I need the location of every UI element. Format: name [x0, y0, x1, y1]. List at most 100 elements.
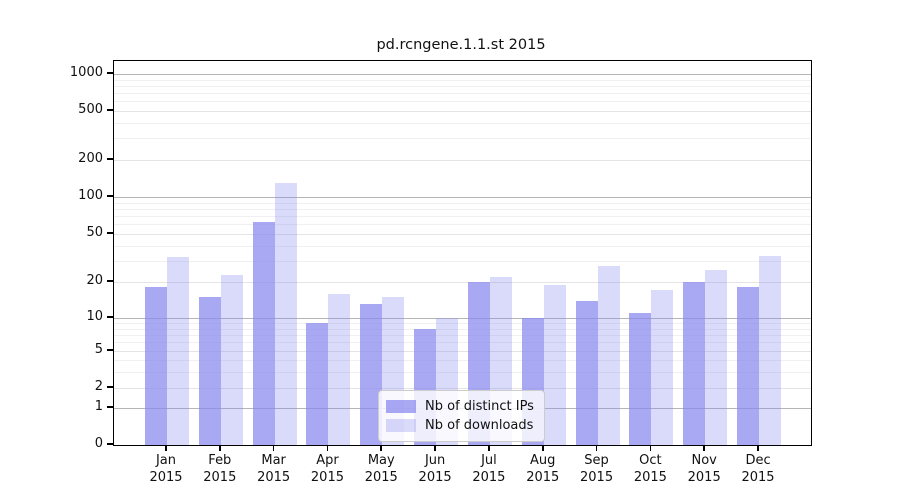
minor-gridline	[114, 323, 811, 325]
x-tick-year: 2015	[364, 470, 398, 485]
x-tick-mark	[757, 445, 759, 451]
x-tick-month: Jun	[424, 453, 446, 468]
bar-downloads	[543, 284, 566, 445]
light-gridline	[114, 234, 811, 235]
y-tick-label: 500	[78, 102, 103, 117]
x-tick-mark	[649, 445, 652, 451]
legend: Nb of distinct IPs Nb of downloads	[378, 390, 545, 442]
minor-gridline	[114, 260, 811, 262]
x-tick-month: Jan	[155, 453, 177, 468]
x-tick-mark	[219, 445, 221, 451]
x-tick-year: 2015	[149, 470, 183, 485]
minor-gridline	[114, 371, 811, 373]
minor-gridline	[114, 360, 811, 361]
bar-distinct-ips	[737, 287, 760, 445]
x-tick-month: Feb	[208, 453, 232, 468]
x-tick-month: Mar	[261, 453, 286, 468]
minor-gridline	[114, 93, 811, 95]
y-tick-mark	[107, 386, 113, 388]
x-tick-year: 2015	[633, 470, 667, 485]
x-tick-label: Sep 2015	[580, 452, 613, 486]
minor-gridline	[114, 122, 811, 124]
y-tick-label: 5	[94, 342, 103, 357]
bar-downloads	[328, 293, 351, 445]
minor-gridline	[114, 342, 811, 344]
bar-downloads	[274, 182, 297, 445]
y-tick-label: 1	[94, 399, 103, 414]
bar-downloads	[597, 266, 620, 445]
y-tick-label: 50	[86, 225, 103, 240]
x-tick-month: May	[367, 453, 395, 468]
major-gridline	[114, 74, 811, 75]
minor-gridline	[114, 85, 811, 87]
x-tick-year: 2015	[526, 470, 560, 485]
y-tick-mark	[107, 72, 113, 74]
x-tick-year: 2015	[687, 470, 721, 485]
x-tick-label: Nov 2015	[688, 452, 721, 486]
x-tick-mark	[434, 445, 436, 451]
bar-distinct-ips	[145, 287, 167, 445]
x-tick-mark	[272, 445, 275, 451]
minor-gridline	[114, 138, 811, 140]
light-gridline	[114, 388, 811, 389]
x-tick-year: 2015	[257, 470, 291, 485]
x-tick-year: 2015	[580, 470, 614, 485]
bar-distinct-ips	[683, 282, 706, 445]
x-tick-year: 2015	[741, 470, 775, 485]
x-tick-label: Jul 2015	[472, 452, 505, 486]
y-tick-label: 10	[86, 309, 103, 324]
y-tick-label: 100	[78, 188, 103, 203]
y-tick-label: 0	[94, 436, 103, 451]
y-tick-label: 1000	[69, 65, 103, 80]
x-tick-mark	[595, 445, 598, 451]
legend-swatch-downloads	[386, 419, 416, 432]
bar-distinct-ips	[252, 221, 275, 445]
legend-item-downloads: Nb of downloads	[386, 416, 535, 435]
x-tick-month: Dec	[745, 453, 771, 468]
bar-distinct-ips	[360, 304, 383, 445]
x-tick-month: Sep	[584, 453, 609, 468]
x-tick-mark	[488, 445, 490, 451]
y-tick-mark	[107, 316, 113, 318]
minor-gridline	[114, 79, 811, 81]
bar-downloads	[167, 257, 189, 445]
light-gridline	[114, 160, 811, 161]
y-tick-label: 200	[78, 151, 103, 166]
x-tick-label: Aug 2015	[526, 452, 559, 486]
plot-area	[113, 60, 812, 446]
x-tick-mark	[703, 445, 705, 451]
x-tick-mark	[541, 445, 544, 451]
x-tick-label: May 2015	[365, 452, 398, 486]
x-tick-label: Jan 2015	[149, 452, 182, 486]
x-tick-mark	[380, 445, 383, 451]
major-gridline	[114, 318, 811, 319]
x-tick-mark	[326, 445, 329, 451]
light-gridline	[114, 111, 811, 112]
minor-gridline	[114, 334, 811, 336]
x-tick-label: Oct 2015	[634, 452, 667, 486]
x-tick-label: Feb 2015	[203, 452, 236, 486]
x-tick-label: Apr 2015	[311, 452, 344, 486]
minor-gridline	[114, 208, 811, 210]
bar-downloads	[220, 274, 243, 445]
minor-gridline	[114, 224, 811, 226]
bar-distinct-ips	[575, 300, 598, 445]
legend-item-distinct-ips: Nb of distinct IPs	[386, 397, 535, 416]
minor-gridline	[114, 101, 811, 103]
bar-distinct-ips	[198, 296, 221, 445]
x-tick-month: Nov	[691, 453, 717, 468]
y-tick-mark	[107, 406, 113, 408]
legend-swatch-distinct-ips	[386, 400, 416, 413]
bar-distinct-ips	[306, 323, 329, 445]
y-tick-mark	[107, 280, 113, 282]
x-tick-month: Aug	[530, 453, 556, 468]
minor-gridline	[114, 216, 811, 218]
minor-gridline	[114, 202, 811, 204]
minor-gridline	[114, 245, 811, 247]
bar-distinct-ips	[629, 313, 652, 445]
y-tick-label: 20	[86, 273, 103, 288]
x-tick-month: Apr	[316, 453, 339, 468]
x-tick-month: Oct	[639, 453, 662, 468]
x-tick-year: 2015	[203, 470, 237, 485]
